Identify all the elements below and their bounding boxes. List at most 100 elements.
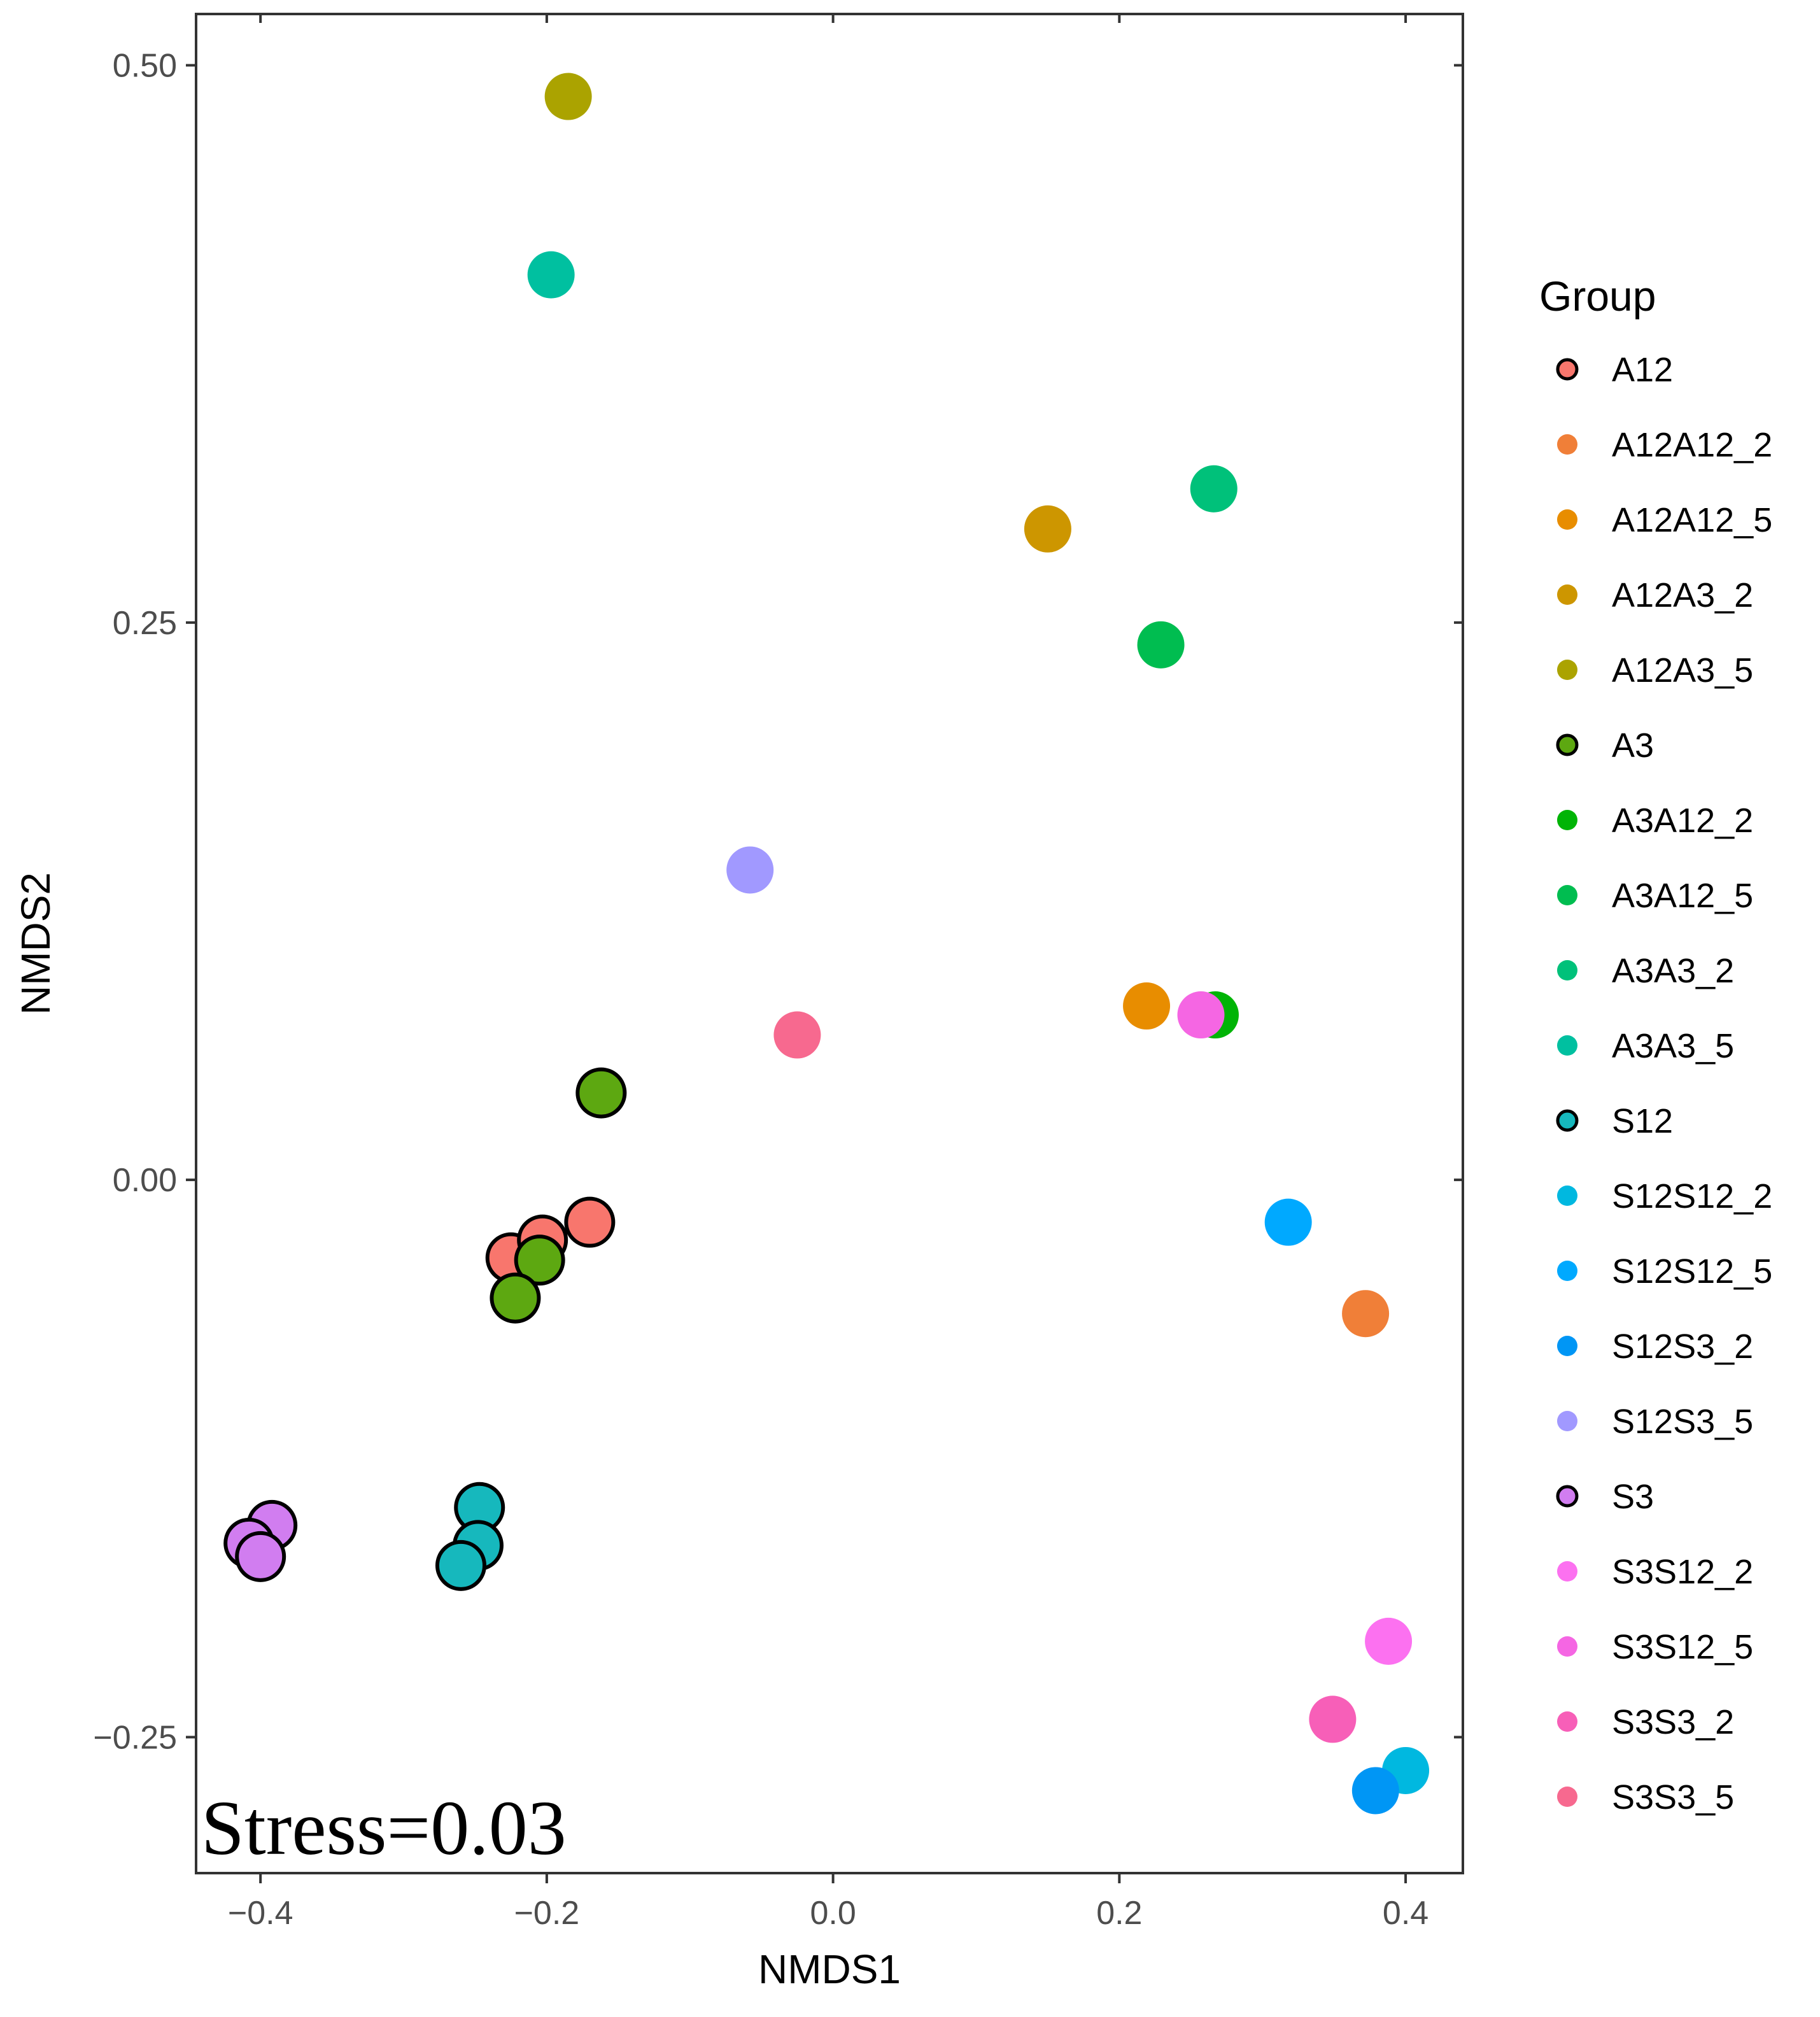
x-axis-title: NMDS1 — [758, 1946, 901, 1992]
x-tick-label: 0.4 — [1383, 1895, 1428, 1932]
point-a3 — [490, 1272, 541, 1324]
legend-key — [1557, 1035, 1577, 1056]
point-s3s3-5 — [773, 1011, 821, 1059]
legend-label: S3S12_2 — [1612, 1553, 1753, 1591]
legend-item-s3s12-2: S3S12_2 — [1557, 1553, 1753, 1591]
legend-label: S12S3_5 — [1612, 1403, 1753, 1441]
legend-item-a12a12-5: A12A12_5 — [1557, 501, 1772, 539]
y-tick-label: 0.00 — [113, 1162, 177, 1199]
point-s12 — [435, 1539, 486, 1591]
stress-annotation: Stress=0.03 — [201, 1785, 567, 1871]
point-a3a3-5 — [527, 251, 575, 299]
point-s12s3-5 — [726, 846, 774, 894]
legend-key — [1557, 434, 1577, 455]
legend-key — [1556, 733, 1579, 756]
legend-key — [1556, 1109, 1579, 1132]
legend-item-a12a3-5: A12A3_5 — [1557, 651, 1753, 690]
legend-item-a3a12-2: A3A12_2 — [1557, 802, 1753, 840]
legend-key — [1557, 960, 1577, 980]
legend-item-s3s12-5: S3S12_5 — [1557, 1628, 1753, 1666]
x-tick-label: 0.2 — [1096, 1895, 1142, 1932]
legend-key — [1557, 584, 1577, 605]
legend-label: A12A12_5 — [1612, 501, 1772, 539]
legend-key — [1557, 1787, 1577, 1807]
legend-label: A3A12_2 — [1612, 802, 1753, 840]
legend-item-a12: A12 — [1556, 351, 1673, 389]
point-a3a3-2 — [1190, 465, 1238, 513]
legend-key — [1557, 1636, 1577, 1657]
legend-label: S12S12_2 — [1612, 1177, 1772, 1215]
point-a12 — [564, 1196, 616, 1248]
legend-item-a3a3-2: A3A3_2 — [1557, 952, 1734, 990]
legend-key — [1557, 1261, 1577, 1281]
legend-key — [1557, 885, 1577, 905]
legend-item-a3: A3 — [1556, 726, 1654, 765]
x-tick-label: 0.0 — [810, 1895, 856, 1932]
axis-ticks: −0.4 −0.2 0.0 0.2 0.4 −0.25 0.00 0.25 0.50 — [93, 14, 1463, 1932]
legend-label: A3 — [1612, 726, 1654, 765]
legend-key — [1557, 509, 1577, 530]
data-points — [223, 73, 1430, 1815]
point-a3 — [514, 1235, 565, 1286]
legend-key — [1557, 660, 1577, 680]
legend-item-a3a3-5: A3A3_5 — [1557, 1027, 1734, 1065]
legend-item-s3: S3 — [1556, 1478, 1654, 1516]
legend-items: A12 A12A12_2 A12A12_5 A12A3_2 A12A3_5 A3 A3A12… — [1556, 351, 1772, 1816]
point-a12a12-5 — [1123, 982, 1171, 1030]
legend-key — [1557, 1561, 1577, 1582]
legend-key — [1557, 1336, 1577, 1356]
legend-item-s3s3-2: S3S3_2 — [1557, 1703, 1734, 1741]
point-s3s12-2 — [1365, 1617, 1413, 1665]
point-a12a3-2 — [1024, 505, 1071, 553]
legend-label: A3A3_5 — [1612, 1027, 1734, 1065]
legend-item-a12a12-2: A12A12_2 — [1557, 426, 1772, 464]
legend-key — [1556, 358, 1579, 381]
legend-key — [1557, 810, 1577, 830]
legend-item-a12a3-2: A12A3_2 — [1557, 576, 1753, 614]
legend-label: A3A12_5 — [1612, 877, 1753, 915]
point-s12s3-2 — [1351, 1767, 1399, 1815]
legend-label: S12S12_5 — [1612, 1252, 1772, 1291]
point-s3s3-2 — [1309, 1695, 1357, 1743]
legend-item-s12s12-2: S12S12_2 — [1557, 1177, 1772, 1215]
legend-label: S3S3_5 — [1612, 1778, 1734, 1816]
legend-label: S3 — [1612, 1478, 1654, 1516]
point-a3 — [575, 1067, 627, 1119]
legend-item-s12s12-5: S12S12_5 — [1557, 1252, 1772, 1291]
point-s12s12-5 — [1264, 1198, 1312, 1246]
legend-title: Group — [1539, 272, 1656, 320]
legend-label: S12 — [1612, 1102, 1673, 1140]
legend-key — [1556, 1485, 1579, 1508]
legend-item-s12s3-2: S12S3_2 — [1557, 1327, 1753, 1366]
point-s3 — [235, 1531, 286, 1582]
legend-label: A12A3_5 — [1612, 651, 1753, 690]
x-tick-label: −0.4 — [228, 1895, 293, 1932]
legend-label: A12A3_2 — [1612, 576, 1753, 614]
legend-label: A12 — [1612, 351, 1673, 389]
legend-item-s12: S12 — [1556, 1102, 1673, 1140]
y-tick-label: 0.25 — [113, 605, 177, 642]
legend-item-a3a12-5: A3A12_5 — [1557, 877, 1753, 915]
x-tick-label: −0.2 — [514, 1895, 580, 1932]
legend: Group A12A12A12_2A12A12_5A12A3_2A12A3_5A… — [1539, 272, 1772, 1816]
point-a3a12-5 — [1137, 621, 1185, 669]
legend-label: S3S12_5 — [1612, 1628, 1753, 1666]
point-a12a3-5 — [544, 73, 592, 120]
point-s3s12-5 — [1177, 991, 1225, 1039]
legend-key — [1557, 1411, 1577, 1431]
y-axis-title: NMDS2 — [13, 872, 59, 1015]
legend-item-s3s3-5: S3S3_5 — [1557, 1778, 1734, 1816]
y-tick-label: −0.25 — [93, 1719, 177, 1756]
legend-key — [1557, 1185, 1577, 1206]
y-tick-label: 0.50 — [113, 48, 177, 85]
legend-key — [1557, 1711, 1577, 1732]
legend-label: A12A12_2 — [1612, 426, 1772, 464]
plot-panel-border — [195, 13, 1464, 1874]
legend-label: S3S3_2 — [1612, 1703, 1734, 1741]
legend-label: A3A3_2 — [1612, 952, 1734, 990]
legend-label: S12S3_2 — [1612, 1327, 1753, 1366]
point-a12a12-2 — [1342, 1290, 1390, 1338]
legend-item-s12s3-5: S12S3_5 — [1557, 1403, 1753, 1441]
